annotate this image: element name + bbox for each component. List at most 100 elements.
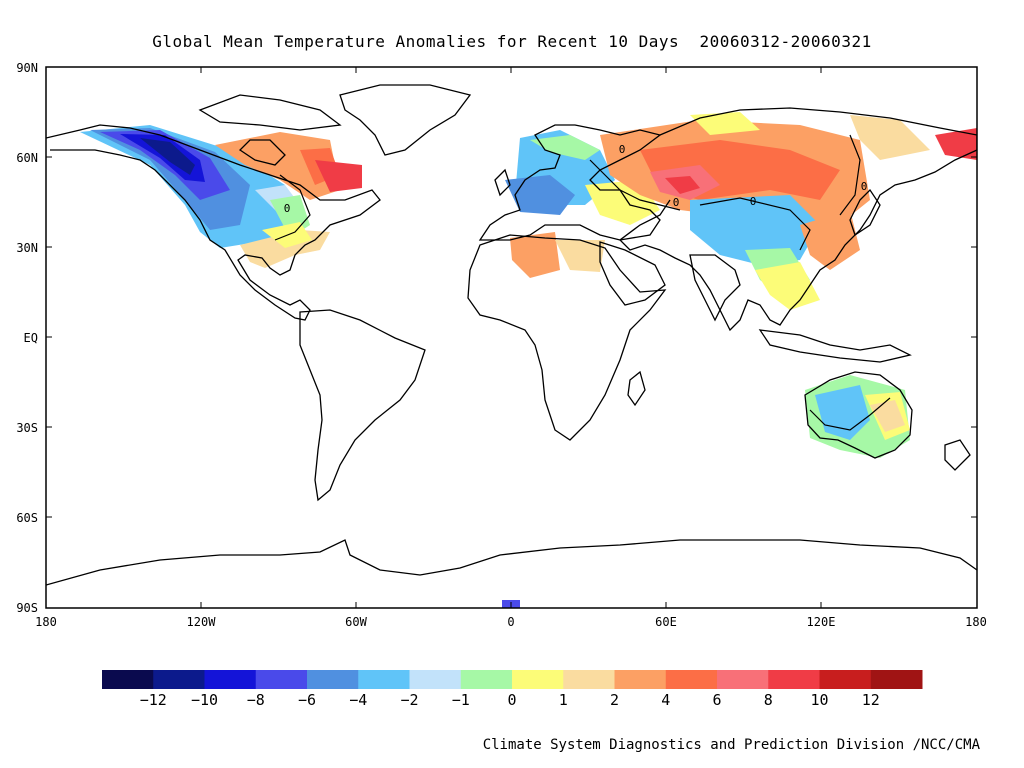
contour-line bbox=[809, 397, 891, 431]
colorbar-swatch bbox=[255, 670, 308, 689]
coastline-greenland bbox=[339, 84, 472, 156]
y-axis-label: 60S bbox=[16, 511, 38, 525]
credit-text: Climate System Diagnostics and Predictio… bbox=[482, 737, 980, 753]
anomaly-patch bbox=[665, 176, 700, 194]
colorbar-label: −4 bbox=[349, 691, 367, 709]
x-axis: 180 120W 60W 0 60E 120E 180 bbox=[35, 615, 987, 629]
contour-label: 0 bbox=[673, 196, 680, 209]
contour-label: 0 bbox=[861, 180, 868, 193]
coastline-new-zealand bbox=[944, 439, 971, 471]
coastline-india bbox=[689, 254, 741, 322]
colorbar-label: 4 bbox=[661, 691, 670, 709]
colorbar-labels: −12 −10 −8 −6 −4 −2 −1 0 1 2 4 6 8 10 12 bbox=[140, 691, 880, 709]
colorbar-swatch bbox=[512, 670, 564, 689]
colorbar-swatch bbox=[358, 670, 410, 689]
coastline-madagascar bbox=[627, 370, 646, 407]
coastline-arabia bbox=[599, 241, 666, 306]
colorbar-swatch bbox=[102, 670, 154, 689]
coastline-australia bbox=[804, 371, 913, 459]
colorbar-label: 8 bbox=[764, 691, 773, 709]
anomaly-patch bbox=[510, 232, 560, 278]
coastline-asia bbox=[619, 107, 977, 332]
x-axis-label: 120E bbox=[807, 615, 836, 629]
colorbar-label: 1 bbox=[559, 691, 568, 709]
y-axis-label: 60N bbox=[16, 151, 38, 165]
y-axis-label: 90S bbox=[16, 601, 38, 615]
colorbar-swatch bbox=[204, 670, 257, 689]
anomaly-fields bbox=[80, 112, 977, 608]
y-axis: 90N 60N 30N EQ 30S 60S 90S bbox=[16, 61, 38, 615]
x-axis-label: 60E bbox=[655, 615, 677, 629]
anomaly-patch bbox=[690, 195, 820, 265]
coastlines bbox=[46, 84, 977, 586]
anomaly-patch bbox=[690, 112, 760, 135]
x-axis-label: 180 bbox=[35, 615, 57, 629]
colorbar-swatch bbox=[460, 670, 513, 689]
coastline-africa bbox=[467, 234, 667, 441]
map-title: Global Mean Temperature Anomalies for Re… bbox=[152, 32, 872, 51]
colorbar-swatch bbox=[665, 670, 718, 689]
contour-labels: 0 0 0 0 0 bbox=[284, 143, 868, 215]
colorbar-swatch bbox=[717, 670, 769, 689]
contour-label: 0 bbox=[750, 195, 757, 208]
contour-line bbox=[274, 174, 311, 241]
coastline-south-america bbox=[299, 309, 426, 502]
colorbar-label: 0 bbox=[507, 691, 516, 709]
colorbar-label: −6 bbox=[298, 691, 316, 709]
y-axis-label: 30S bbox=[16, 421, 38, 435]
anomaly-patch bbox=[215, 132, 340, 200]
coastline-indonesia bbox=[758, 329, 912, 363]
coastline-arctic-islands bbox=[198, 94, 342, 131]
contour-label: 0 bbox=[284, 202, 291, 215]
anomaly-patch bbox=[315, 160, 362, 192]
anomaly-patch bbox=[140, 138, 195, 175]
colorbar-swatch bbox=[153, 670, 205, 689]
y-axis-label: EQ bbox=[24, 331, 38, 345]
x-axis-label: 60W bbox=[345, 615, 367, 629]
colorbar-label: 6 bbox=[712, 691, 721, 709]
colorbar-label: −2 bbox=[400, 691, 418, 709]
colorbar-label: 10 bbox=[810, 691, 828, 709]
anomaly-patch bbox=[850, 115, 930, 160]
colorbar-label: −10 bbox=[191, 691, 218, 709]
colorbar-label: 12 bbox=[862, 691, 880, 709]
y-axis-label: 90N bbox=[16, 61, 38, 75]
colorbar bbox=[102, 670, 923, 689]
x-axis-ticks bbox=[200, 67, 822, 608]
anomaly-patch bbox=[755, 262, 820, 310]
coastline-antarctica bbox=[46, 539, 977, 586]
contour-line bbox=[839, 134, 861, 216]
colorbar-swatch bbox=[307, 670, 359, 689]
x-axis-label: 0 bbox=[507, 615, 514, 629]
anomaly-patch bbox=[100, 130, 230, 200]
anomaly-patch bbox=[935, 128, 977, 160]
colorbar-swatch bbox=[768, 670, 820, 689]
colorbar-swatch bbox=[563, 670, 615, 689]
anomaly-patch bbox=[800, 210, 860, 270]
coastline-europe bbox=[478, 124, 662, 241]
colorbar-label: −12 bbox=[140, 691, 167, 709]
x-axis-label: 180 bbox=[965, 615, 987, 629]
y-axis-ticks bbox=[46, 156, 977, 518]
colorbar-label: −1 bbox=[452, 691, 470, 709]
contour-line bbox=[699, 197, 811, 251]
coastline-british-isles bbox=[494, 168, 511, 197]
colorbar-swatch bbox=[409, 670, 462, 689]
coastline-north-america bbox=[46, 124, 381, 321]
contour-line bbox=[589, 159, 681, 211]
colorbar-label: 2 bbox=[610, 691, 619, 709]
colorbar-swatch bbox=[819, 670, 872, 689]
anomaly-patch bbox=[530, 135, 600, 160]
coastline-japan bbox=[849, 188, 881, 237]
y-axis-label: 30N bbox=[16, 241, 38, 255]
x-axis-label: 120W bbox=[187, 615, 217, 629]
anomaly-patch bbox=[505, 175, 575, 215]
colorbar-label: −8 bbox=[247, 691, 265, 709]
zero-contours bbox=[274, 134, 891, 431]
contour-label: 0 bbox=[619, 143, 626, 156]
anomaly-patch bbox=[555, 240, 605, 272]
coastline-hudson-bay bbox=[238, 139, 286, 166]
colorbar-swatch bbox=[614, 670, 667, 689]
colorbar-swatch bbox=[870, 670, 923, 689]
